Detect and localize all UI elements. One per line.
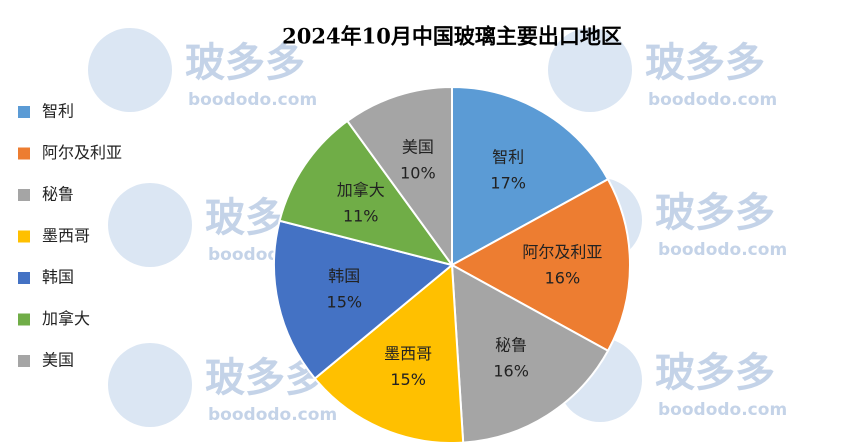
slice-value: 10% xyxy=(400,164,436,183)
watermark-url: boododo.com xyxy=(658,240,787,260)
legend-label: 加拿大 xyxy=(42,309,90,328)
legend-label: 阿尔及利亚 xyxy=(42,143,122,162)
watermark-name: 玻多多 xyxy=(655,350,775,396)
pie-slice xyxy=(345,85,453,269)
legend-swatch xyxy=(18,189,30,201)
slice-value: 16% xyxy=(545,269,581,288)
pie-slice xyxy=(313,262,465,442)
slice-value: 11% xyxy=(343,206,379,225)
legend-swatch xyxy=(18,230,30,243)
watermark-logo xyxy=(108,183,192,267)
watermark-name: 玻多多 xyxy=(185,40,305,86)
pie: 智利 17% 阿尔及利亚 16% 秘鲁 16% 墨西哥 15% 韩国 15% 加拿大 11% 美国 10% xyxy=(273,85,631,442)
pie-slice xyxy=(278,119,455,267)
legend-swatch xyxy=(18,147,30,160)
watermark-logo xyxy=(88,28,172,112)
slice-label: 秘鲁 xyxy=(495,336,527,355)
watermark-url: boododo.com xyxy=(188,90,317,110)
watermarks: 玻多多 boododo.com 玻多多 boododo.com 玻多多 boododo.c… xyxy=(88,28,787,427)
pie-slice xyxy=(450,263,610,442)
legend-swatch xyxy=(18,272,30,284)
legend-swatch xyxy=(18,106,30,118)
watermark-url: boododo.com xyxy=(658,400,787,420)
watermark-name: 玻多多 xyxy=(645,40,765,86)
pie-slice xyxy=(273,219,455,380)
slice-value: 17% xyxy=(490,174,526,193)
chart-title: 2024年10月中国玻璃主要出口地区 xyxy=(282,24,622,49)
slice-label: 美国 xyxy=(402,138,434,157)
slice-label: 墨西哥 xyxy=(384,344,432,363)
legend-label: 智利 xyxy=(42,102,74,121)
legend-swatch xyxy=(18,313,30,326)
legend-label: 秘鲁 xyxy=(42,185,74,204)
watermark-name: 玻多多 xyxy=(655,190,775,236)
slice-value: 15% xyxy=(327,293,363,312)
pie-slice xyxy=(449,177,631,353)
legend-label: 韩国 xyxy=(42,268,74,287)
slice-value: 15% xyxy=(390,370,426,389)
legend-label: 墨西哥 xyxy=(42,226,90,245)
watermark-logo xyxy=(108,343,192,427)
slice-label: 阿尔及利亚 xyxy=(522,243,602,262)
watermark-url: boododo.com xyxy=(648,90,777,110)
slice-value: 16% xyxy=(493,362,529,381)
legend-label: 美国 xyxy=(42,351,74,370)
legend-swatch xyxy=(18,355,30,367)
slice-label: 韩国 xyxy=(328,267,360,286)
slice-label: 加拿大 xyxy=(337,180,385,199)
watermark-url: boododo.com xyxy=(208,405,337,425)
pie-slice xyxy=(451,85,610,267)
slice-label: 智利 xyxy=(492,148,524,167)
watermark-logo xyxy=(548,28,632,112)
